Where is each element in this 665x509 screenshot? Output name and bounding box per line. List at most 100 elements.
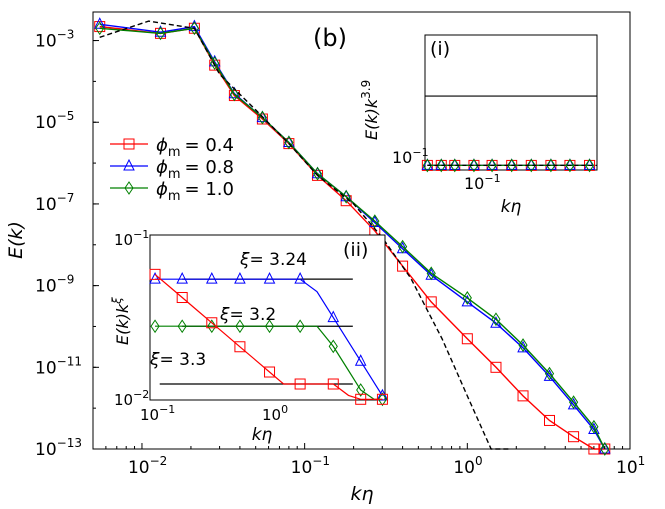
legend-marker-square <box>123 138 135 150</box>
inset-ii-marker-diamond <box>207 319 217 334</box>
legend-subscript: m <box>168 167 181 182</box>
inset-ii-marker-diamond <box>356 383 366 397</box>
legend-subscript: m <box>168 189 181 204</box>
inset-ii-marker-square <box>206 317 218 329</box>
inset-ii-marker-square <box>327 378 339 390</box>
annotation-xi-32: ξ= 3.2 <box>219 305 276 325</box>
x-tick-base: 10 <box>453 458 475 478</box>
y-axis-label: E(k) <box>5 221 27 259</box>
inset-ii-marker-triangle <box>176 272 188 284</box>
series-diamond-marker <box>210 56 220 71</box>
inset-ii-x-tick-2-exp: 0 <box>281 403 288 416</box>
x-tick-label: 10−2 <box>128 454 167 478</box>
inset-ii-marker-square <box>149 268 161 280</box>
inset-i-marker-diamond <box>546 158 556 173</box>
inset-i-x-tick: 10−1 <box>464 172 501 193</box>
inset-ii-y-tick-bottom: 10−2 <box>114 388 149 409</box>
inset-ii-marker-triangle <box>149 272 161 284</box>
inset-ii-marker-triangle <box>327 310 340 323</box>
series-triangle-marker <box>256 110 269 123</box>
inset-i-marker-diamond <box>584 158 595 173</box>
inset-i-marker-diamond <box>422 158 432 173</box>
inset-ii-x-tick-1: 10−1 <box>140 403 175 424</box>
inset-i-y-axis-label-base: E(k)k <box>362 98 381 140</box>
x-axis-label: kη <box>350 483 373 505</box>
inset-ii-marker-square <box>264 366 276 378</box>
inset-ii-y-axis-label-exp: ξ <box>110 297 124 305</box>
legend-label-triangle: ϕm = 0.8 <box>156 157 234 182</box>
legend-value: = 0.4 <box>185 135 234 156</box>
inset-i-x-tick-base: 10 <box>464 174 484 193</box>
inset-i-marker-triangle <box>505 158 518 170</box>
series-diamond-marker <box>568 395 579 410</box>
series-diamond-marker <box>491 312 501 327</box>
series-diamond-marker <box>312 166 323 181</box>
inset-i-frame <box>424 34 598 171</box>
y-tick-exp: −13 <box>57 436 82 450</box>
series-square-marker <box>490 361 502 373</box>
inset-ii-marker-triangle <box>294 272 306 284</box>
inset-ii-x-axis-label: kη <box>252 425 273 445</box>
annotation-xi-32-value: = 3.2 <box>229 305 276 325</box>
series-square-marker <box>425 296 437 308</box>
series-square-marker <box>397 260 409 272</box>
legend-value: = 0.8 <box>185 157 234 178</box>
inset-ii-marker-triangle <box>263 272 276 284</box>
legend-marker-diamond <box>124 181 134 195</box>
series-square-marker <box>517 390 529 402</box>
inset-i-marker-triangle <box>435 158 448 170</box>
series-square-marker <box>543 414 555 426</box>
series-diamond-marker <box>518 338 528 352</box>
inset-i-marker-diamond <box>450 158 460 173</box>
series-square-marker <box>188 22 200 34</box>
x-tick-label: 101 <box>616 454 645 478</box>
x-tick-exp: −2 <box>150 454 168 468</box>
series-diamond-marker <box>189 21 199 36</box>
inset-ii-marker-triangle <box>234 272 246 284</box>
legend-value: = 1.0 <box>185 179 234 200</box>
legend-label-square: ϕm = 0.4 <box>156 135 234 160</box>
inset-ii-x-tick-1-base: 10 <box>140 406 159 424</box>
series-diamond-marker <box>370 214 380 228</box>
annotation-xi-324-value: = 3.24 <box>249 250 307 270</box>
inset-ii-x-tick-1-exp: −1 <box>159 403 175 416</box>
series-square-marker <box>588 443 600 455</box>
y-tick-label: 10−11 <box>35 354 82 378</box>
y-tick-base: 10 <box>35 440 57 460</box>
series-triangle-marker <box>311 166 324 179</box>
inset-ii-y-tick-top-base: 10 <box>114 231 133 249</box>
x-tick-base: 10 <box>128 458 150 478</box>
annotation-xi-324: ξ= 3.24 <box>239 250 307 270</box>
inset-ii-y-tick-top-exp: −1 <box>133 228 149 241</box>
y-tick-label: 10−9 <box>35 273 74 297</box>
y-tick-exp: −9 <box>57 273 75 287</box>
series-diamond-marker <box>257 110 268 125</box>
legend-symbol: ϕ <box>156 157 168 178</box>
inset-i-y-axis-label: E(k)k3.9 <box>359 80 381 140</box>
y-tick-base: 10 <box>35 277 57 297</box>
inset-i-marker-triangle <box>421 158 434 170</box>
y-tick-exp: −5 <box>57 109 75 123</box>
inset-ii-x-tick-2: 100 <box>262 403 288 424</box>
inset-ii-series-group <box>149 268 389 407</box>
inset-i-marker-diamond <box>507 158 517 173</box>
y-tick-label: 10−13 <box>35 436 82 460</box>
series-diamond-marker <box>229 87 240 102</box>
inset-ii-marker-diamond <box>328 339 338 354</box>
series-diamond-line <box>99 27 606 450</box>
x-tick-exp: 1 <box>638 454 646 468</box>
y-tick-label: 10−7 <box>35 191 74 215</box>
main-plot-frame <box>92 11 631 450</box>
inset-ii-y-tick-bottom-base: 10 <box>114 391 133 409</box>
inset-i-marker-triangle <box>564 158 576 170</box>
annotation-xi-33: ξ= 3.3 <box>149 350 206 370</box>
inset-ii-marker-diamond <box>377 392 388 407</box>
y-tick-base: 10 <box>35 195 57 215</box>
y-tick-base: 10 <box>35 113 57 133</box>
inset-i-y-tick: 10−1 <box>392 146 429 167</box>
inset-i-marker-triangle <box>448 158 461 170</box>
x-tick-base: 10 <box>616 458 638 478</box>
inset-ii-marker-square <box>355 393 367 405</box>
inset-ii-line-diamond <box>155 325 383 400</box>
